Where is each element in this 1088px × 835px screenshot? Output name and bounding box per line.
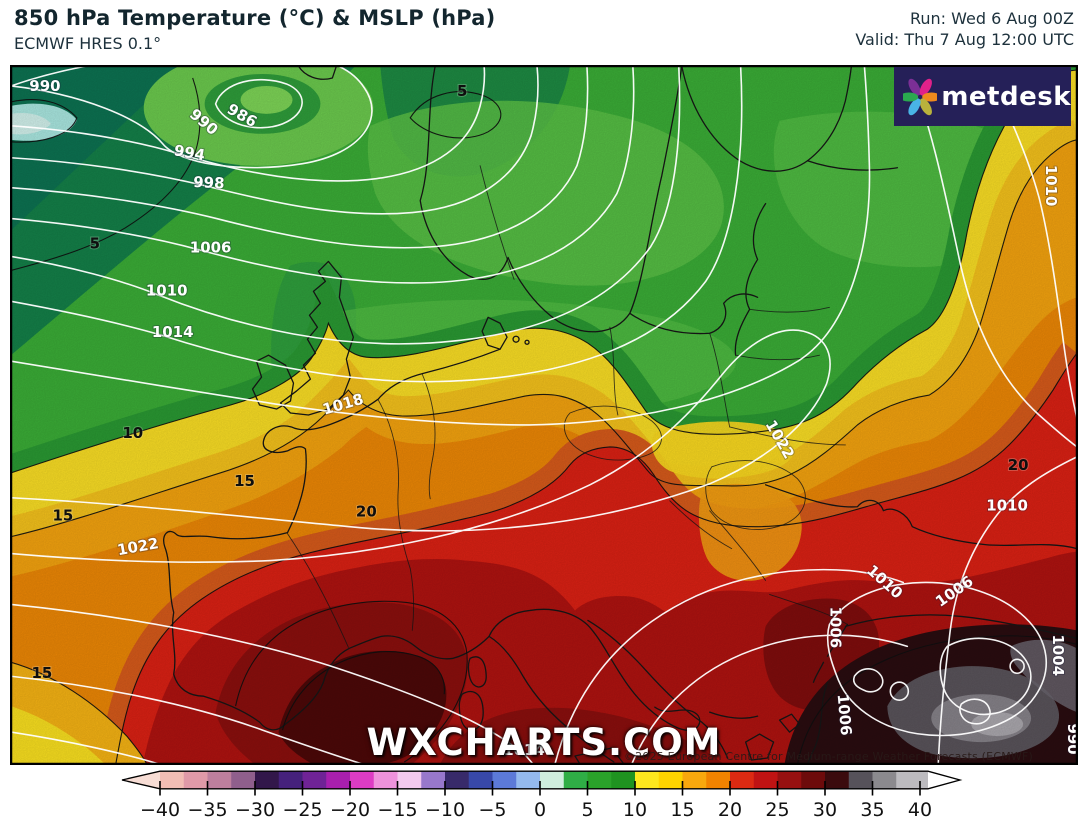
svg-text:15: 15 [234, 472, 255, 490]
isobar-lines [11, 66, 1077, 764]
svg-text:20: 20 [356, 503, 377, 521]
chart-title: 850 hPa Temperature (°C) & MSLP (hPa) [14, 6, 496, 30]
svg-text:5: 5 [90, 234, 100, 252]
svg-text:1004: 1004 [1049, 635, 1067, 677]
metdesk-flower-icon [903, 78, 938, 115]
svg-text:998: 998 [193, 173, 225, 193]
metdesk-logo: metdesk [894, 67, 1071, 126]
svg-text:1010: 1010 [146, 281, 188, 299]
svg-text:1014: 1014 [152, 323, 194, 341]
metdesk-logo-text: metdesk [941, 81, 1071, 112]
colorbar-segments [122, 771, 960, 789]
svg-text:1006: 1006 [826, 607, 844, 649]
svg-text:−10: −10 [425, 799, 465, 821]
svg-text:1010: 1010 [1042, 165, 1060, 207]
temperature-field [11, 66, 1077, 764]
run-valid-info: Run: Wed 6 Aug 00Z Valid: Thu 7 Aug 12:0… [855, 8, 1074, 50]
svg-text:−20: −20 [330, 799, 370, 821]
svg-text:5: 5 [581, 799, 593, 821]
svg-text:10: 10 [623, 799, 647, 821]
model-label: ECMWF HRES 0.1° [14, 34, 162, 53]
svg-text:30: 30 [813, 799, 837, 821]
svg-text:15: 15 [32, 664, 53, 682]
svg-text:−25: −25 [282, 799, 322, 821]
svg-text:1010: 1010 [986, 497, 1028, 515]
svg-text:1006: 1006 [834, 693, 856, 736]
map-frame [11, 66, 1077, 764]
svg-text:990: 990 [1064, 723, 1077, 754]
svg-text:10: 10 [122, 424, 143, 442]
svg-text:5: 5 [457, 82, 467, 100]
coastlines-borders [163, 66, 1077, 764]
svg-text:1006: 1006 [190, 238, 232, 256]
temperature-colorbar: −40 −35 −30 −25 −20 −15 −10 −5 0 5 10 15 20 25 30 35 40 [10, 769, 1076, 831]
svg-text:−30: −30 [235, 799, 275, 821]
colorbar-svg: −40 −35 −30 −25 −20 −15 −10 −5 0 5 10 15 20 25 30 35 40 [121, 770, 963, 821]
run-time: Run: Wed 6 Aug 00Z [909, 9, 1074, 28]
svg-text:15: 15 [52, 507, 73, 525]
isotherm-lines [11, 69, 1077, 764]
country-borders [287, 165, 848, 648]
svg-text:990: 990 [29, 77, 60, 95]
svg-text:1014: 1014 [503, 741, 545, 759]
svg-text:40: 40 [908, 799, 932, 821]
svg-text:25: 25 [765, 799, 789, 821]
svg-text:−40: −40 [140, 799, 180, 821]
svg-text:35: 35 [860, 799, 884, 821]
chart-header: 850 hPa Temperature (°C) & MSLP (hPa) EC… [14, 6, 1074, 53]
svg-text:0: 0 [534, 799, 546, 821]
ecmwf-attribution: ©2025 European Centre for Medium-range W… [623, 750, 1033, 763]
svg-text:20: 20 [1008, 456, 1029, 474]
svg-text:−5: −5 [478, 799, 506, 821]
svg-text:20: 20 [718, 799, 742, 821]
wxcharts-watermark: WXCHARTS.COM [366, 721, 722, 764]
svg-text:15: 15 [670, 799, 694, 821]
weather-map: 990 990 986 994 998 1006 1010 1014 1018 1022 1022 1… [10, 65, 1078, 765]
colorbar-ticks: −40 −35 −30 −25 −20 −15 −10 −5 0 5 10 15 20 25 30 35 40 [140, 781, 932, 821]
svg-text:−15: −15 [377, 799, 417, 821]
svg-text:−35: −35 [187, 799, 227, 821]
temperature-contour-labels: 5 5 10 15 15 20 20 15 [31, 81, 1030, 683]
valid-time: Valid: Thu 7 Aug 12:00 UTC [855, 30, 1074, 50]
